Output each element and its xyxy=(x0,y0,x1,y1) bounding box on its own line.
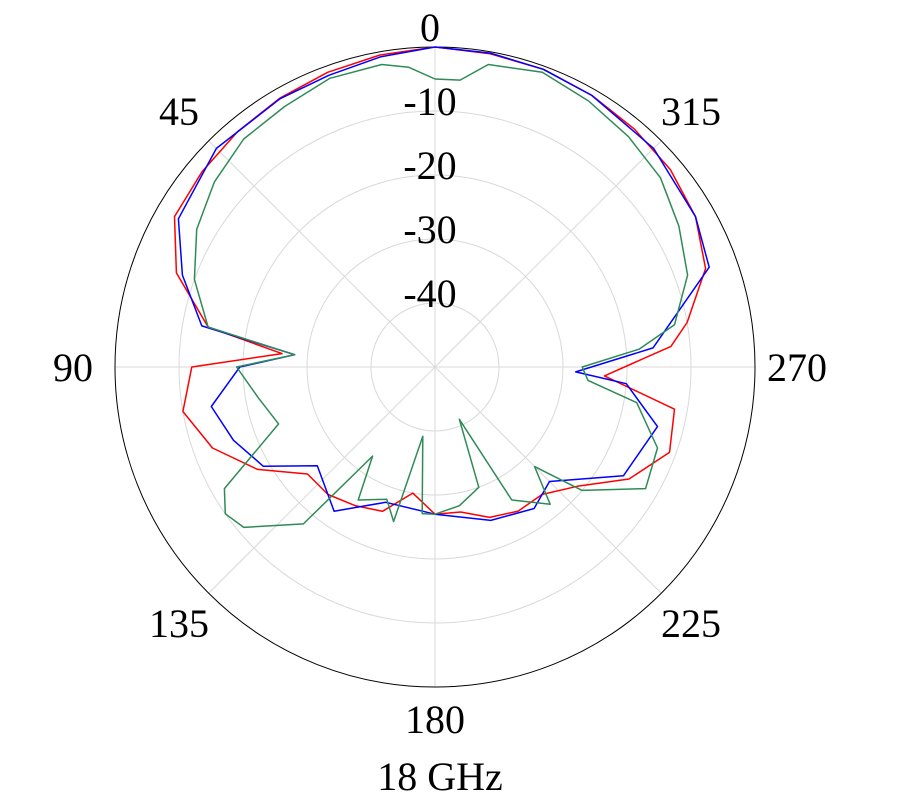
radial-tick-label: -40 xyxy=(403,271,456,316)
angle-gridline xyxy=(434,140,662,368)
angle-gridline xyxy=(434,366,662,594)
radial-gridline xyxy=(306,238,564,496)
angle-tick-label: 270 xyxy=(767,345,827,390)
radial-gridline xyxy=(370,302,500,432)
angle-tick-label: 315 xyxy=(661,89,721,134)
series-line-1 xyxy=(177,46,710,522)
polar-grid xyxy=(114,46,756,688)
series-line-2 xyxy=(193,63,689,529)
angle-tick-label: 90 xyxy=(53,345,93,390)
tick-labels: 0 -10 -20 -30 -40 45 90 135 180 225 270 315 xyxy=(53,5,827,742)
angle-gridline xyxy=(208,140,436,368)
radial-tick-label: -20 xyxy=(403,143,456,188)
angle-tick-label: 135 xyxy=(149,601,209,646)
radial-tick-label: -10 xyxy=(403,79,456,124)
angle-tick-label: 225 xyxy=(661,601,721,646)
radial-tick-label: -30 xyxy=(403,207,456,252)
radial-tick-label: 0 xyxy=(420,5,440,50)
angle-tick-label: 180 xyxy=(405,697,465,742)
angle-tick-label: 45 xyxy=(159,89,199,134)
radial-gridline xyxy=(178,110,692,624)
chart-title: 18 GHz xyxy=(377,754,503,799)
series-group xyxy=(173,46,710,529)
